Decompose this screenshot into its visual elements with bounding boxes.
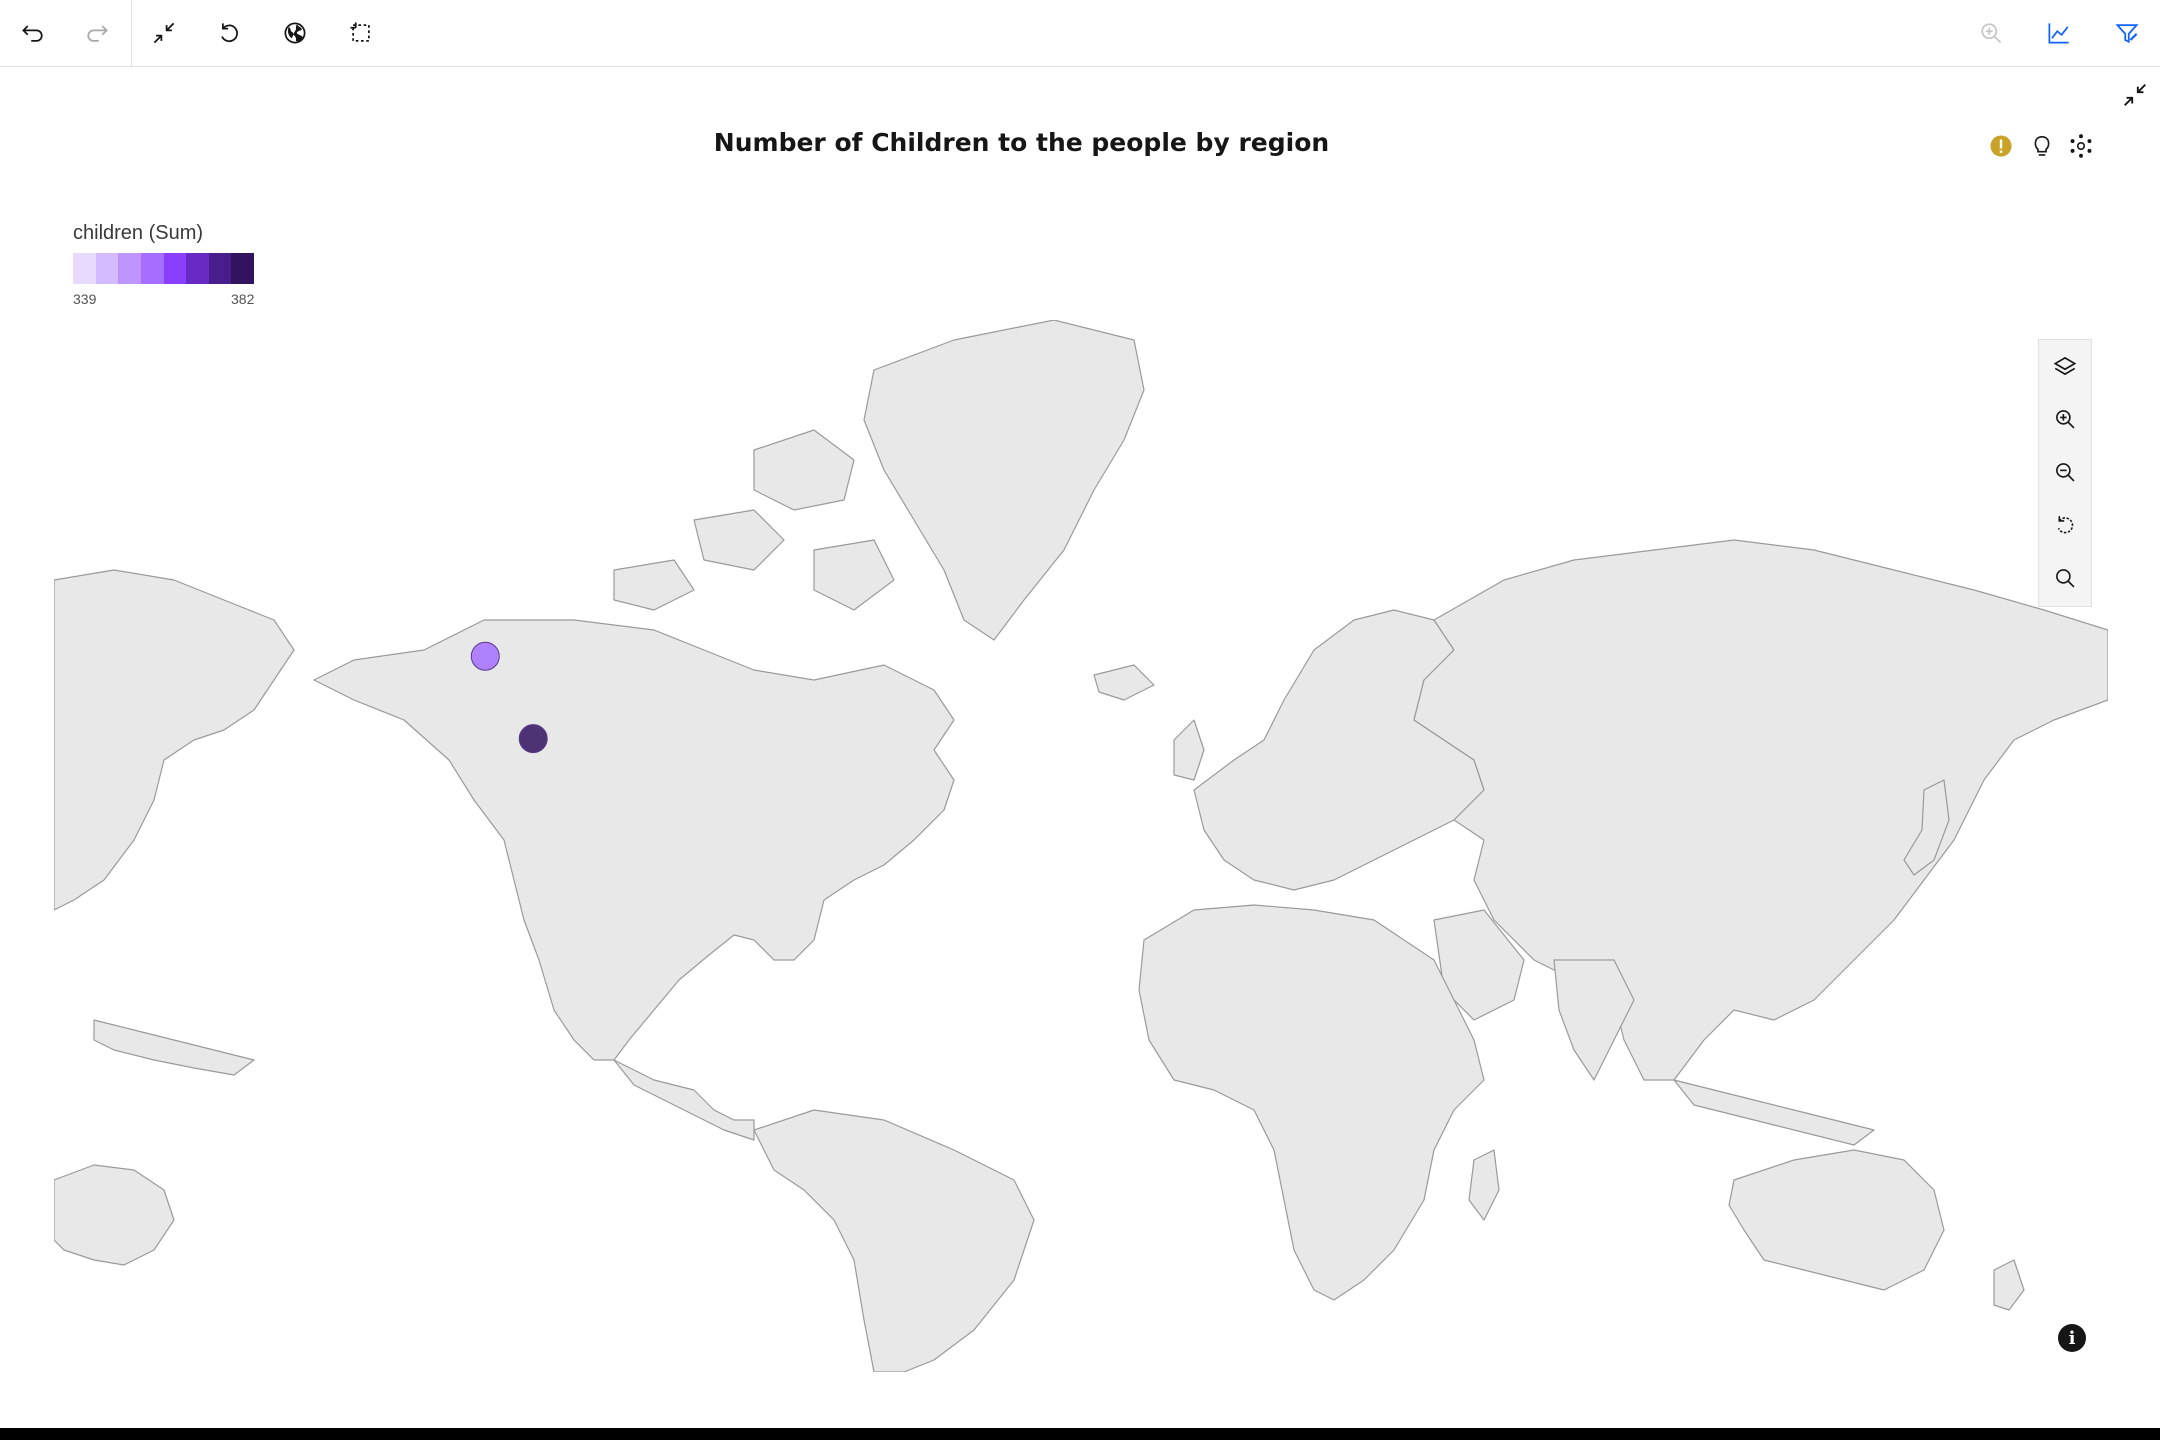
land-arctic-islands [613, 429, 895, 611]
legend-swatch [186, 253, 209, 284]
legend-swatch [73, 253, 96, 284]
legend-color-scale [73, 253, 254, 284]
land-uk [1173, 719, 1205, 781]
reset-view-icon[interactable] [2039, 499, 2091, 551]
land-north-america [313, 619, 955, 1061]
chart-title: Number of Children to the people by regi… [713, 128, 1330, 157]
warning-icon[interactable] [1985, 130, 2017, 162]
settings-icon[interactable] [2065, 130, 2097, 162]
legend-min-label: 339 [73, 291, 97, 307]
land-greenland [863, 319, 1145, 641]
marquee-select-icon[interactable] [340, 12, 382, 54]
info-icon[interactable]: i [2058, 1324, 2086, 1352]
data-bubble[interactable] [518, 724, 548, 754]
land-australia [1728, 1149, 1945, 1291]
land-madagascar [1468, 1149, 1500, 1221]
redo-icon[interactable] [76, 12, 118, 54]
data-bubble[interactable] [470, 641, 500, 671]
land-wrap-australia [53, 1164, 175, 1266]
toolbar [0, 0, 2160, 67]
legend-swatch [163, 253, 187, 284]
land-iceland [1093, 664, 1155, 701]
land-japan [1903, 779, 1950, 876]
line-chart-icon[interactable] [2038, 12, 2080, 54]
zoom-in-icon[interactable] [1970, 12, 2012, 54]
legend-max-label: 382 [231, 291, 255, 307]
land-central-america [613, 1059, 755, 1141]
collapse-icon[interactable] [143, 12, 185, 54]
map-controls-panel [2038, 339, 2092, 607]
legend-swatch [140, 253, 164, 284]
bottom-bar [0, 1428, 2160, 1440]
globe-icon[interactable] [274, 12, 316, 54]
land-asia [1413, 539, 2109, 1081]
land-europe [1193, 609, 1485, 891]
world-map[interactable] [53, 319, 2109, 1373]
land-wrap-islands [93, 1019, 255, 1076]
zoom-out-icon[interactable] [2039, 446, 2091, 498]
toolbar-divider [131, 0, 132, 66]
search-icon[interactable] [2039, 552, 2091, 604]
land-india [1553, 959, 1635, 1081]
legend-swatch [231, 253, 254, 284]
undo-icon[interactable] [12, 12, 54, 54]
bubble-layer [470, 641, 548, 754]
layers-icon[interactable] [2039, 340, 2091, 392]
legend-swatch [208, 253, 232, 284]
filter-icon[interactable] [2106, 12, 2148, 54]
legend-swatch [118, 253, 141, 284]
legend-swatch [95, 253, 119, 284]
land-wrap-asia [53, 569, 295, 911]
land-africa [1138, 904, 1485, 1301]
reset-icon[interactable] [208, 12, 250, 54]
land-south-america [753, 1109, 1035, 1373]
land-indonesia [1673, 1079, 1875, 1146]
collapse-icon[interactable] [2118, 78, 2152, 112]
zoom-in-icon[interactable] [2039, 393, 2091, 445]
land-new-zealand [1993, 1259, 2025, 1311]
lightbulb-icon[interactable] [2026, 130, 2058, 162]
legend-title: children (Sum) [73, 222, 204, 244]
